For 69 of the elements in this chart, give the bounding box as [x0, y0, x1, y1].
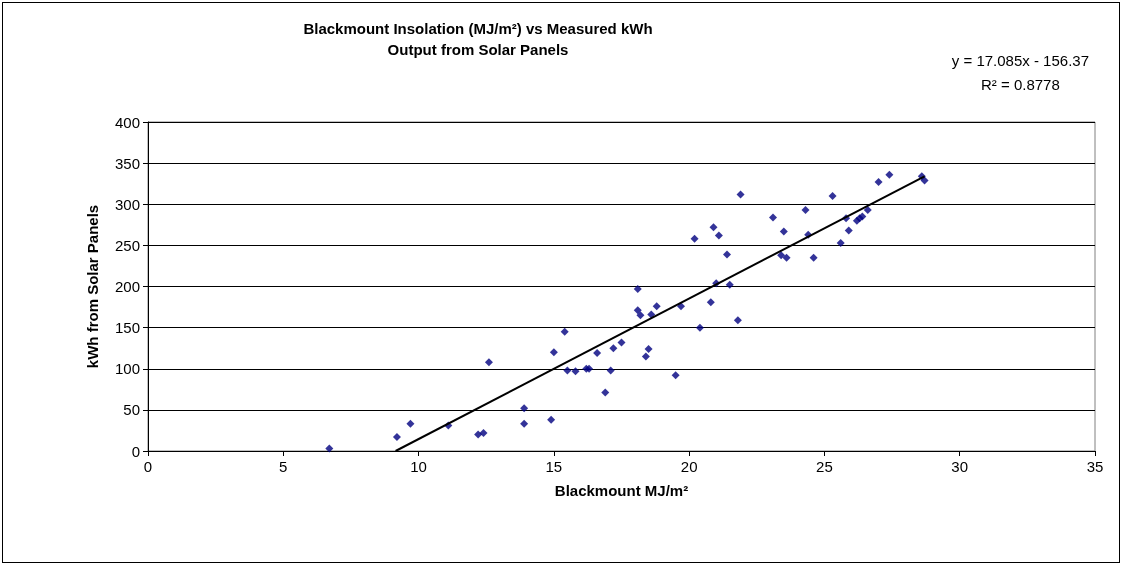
point — [695, 323, 704, 332]
point — [474, 430, 483, 439]
point — [714, 231, 723, 240]
point — [601, 388, 610, 397]
point — [606, 366, 615, 375]
point — [593, 349, 602, 358]
point — [520, 419, 529, 428]
point — [549, 348, 558, 357]
point — [736, 190, 745, 199]
point — [484, 358, 493, 367]
point — [723, 250, 732, 259]
x-tick-label: 10 — [410, 458, 427, 475]
point — [636, 311, 645, 320]
point — [392, 433, 401, 442]
y-tick-label: 50 — [123, 401, 140, 419]
y-tick-label: 400 — [114, 113, 140, 131]
point — [885, 170, 894, 179]
point — [709, 223, 718, 232]
y-tick-label: 150 — [114, 319, 140, 337]
y-tick-label: 0 — [131, 442, 140, 460]
point — [671, 371, 680, 380]
point — [644, 345, 653, 354]
point — [325, 444, 334, 453]
y-tick-label: 300 — [114, 195, 140, 213]
point — [779, 227, 788, 236]
point — [920, 176, 929, 185]
point — [560, 327, 569, 336]
point — [801, 206, 810, 215]
y-tick-label: 100 — [114, 360, 140, 378]
y-tick-label: 200 — [114, 278, 140, 295]
point — [844, 226, 853, 235]
x-tick-label: 30 — [951, 458, 969, 475]
x-tick-label: 20 — [680, 458, 698, 475]
point — [571, 367, 580, 376]
point — [863, 206, 872, 215]
point — [874, 178, 883, 187]
point — [563, 366, 572, 375]
y-axis-title: kWh from Solar Panels — [84, 204, 101, 369]
point — [706, 298, 715, 307]
point — [828, 192, 837, 201]
point — [769, 213, 778, 222]
point — [777, 251, 786, 260]
point — [520, 404, 529, 413]
point — [617, 338, 626, 347]
text: y = 17.085x - 156.37 R² = 0.8778 — [951, 51, 1089, 93]
y-tick-label: 250 — [114, 236, 140, 254]
point — [633, 306, 642, 315]
point — [725, 280, 734, 289]
x-axis-title: Blackmount MJ/m² — [554, 482, 689, 499]
x-tick-label: 35 — [1086, 458, 1104, 475]
point — [633, 284, 642, 293]
point — [647, 310, 656, 319]
point — [690, 234, 699, 243]
chart-title: Blackmount Insolation (MJ/m²) vs Measured kWh Output from Solar Panels — [303, 20, 653, 58]
point — [836, 238, 845, 247]
point — [809, 253, 818, 262]
point — [733, 316, 742, 325]
point — [652, 302, 661, 311]
x-tick-label: 0 — [143, 458, 153, 475]
point — [406, 419, 415, 428]
point — [479, 428, 488, 437]
x-tick-label: 5 — [279, 458, 288, 475]
point — [609, 344, 618, 353]
y-tick-label: 350 — [114, 154, 140, 172]
x-tick-label: 25 — [816, 458, 833, 475]
point — [782, 253, 791, 262]
point — [547, 415, 556, 424]
x-tick-label: 15 — [545, 458, 563, 475]
point — [641, 352, 650, 361]
